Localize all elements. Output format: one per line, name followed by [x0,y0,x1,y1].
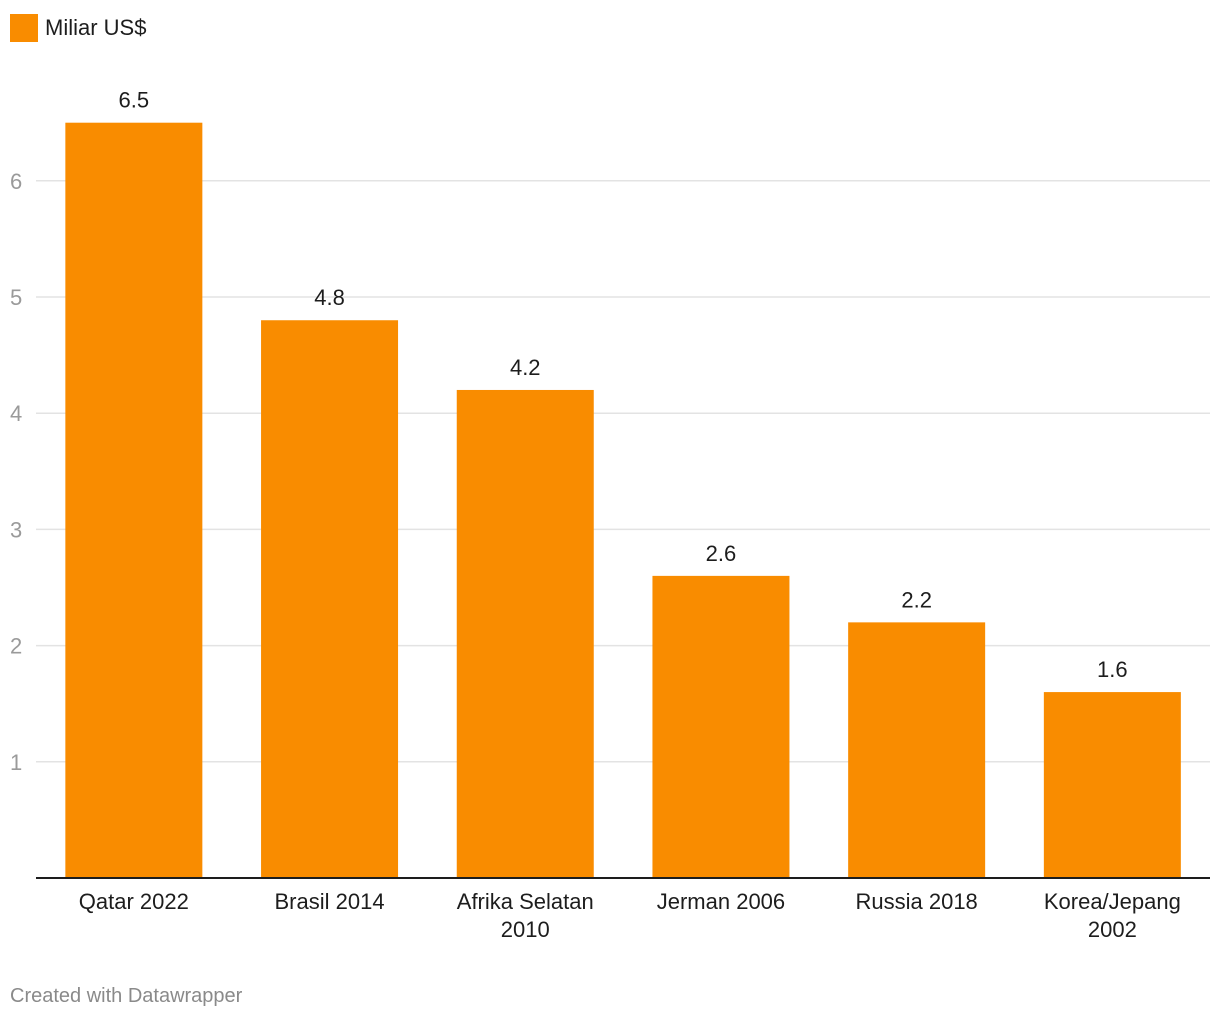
bar-value-label: 2.2 [901,587,932,612]
bar-value-label: 4.2 [510,355,541,380]
bar-value-label: 4.8 [314,285,345,310]
bar-value-label: 6.5 [119,88,150,113]
x-tick-label: Russia 2018 [855,889,977,914]
bar [848,622,986,878]
x-tick-label: Qatar 2022 [79,889,189,914]
y-tick-label: 2 [10,634,22,659]
bar [652,575,790,878]
bar-value-label: 1.6 [1097,657,1128,682]
legend-label: Miliar US$ [45,15,147,40]
x-tick-label: Brasil 2014 [275,889,385,914]
bar [456,389,594,878]
x-tick-label: Korea/Jepang [1044,889,1181,914]
x-tick-label: Jerman 2006 [657,889,785,914]
x-tick-label: 2002 [1088,917,1137,942]
bar [261,320,399,878]
bar [65,122,203,878]
legend-swatch [10,14,38,42]
credit-text: Created with Datawrapper [10,985,243,1007]
y-tick-label: 5 [10,285,22,310]
y-tick-label: 1 [10,750,22,775]
x-tick-label: Afrika Selatan [457,889,594,914]
legend: Miliar US$ [10,14,146,42]
y-tick-label: 6 [10,169,22,194]
bar [1043,692,1181,878]
y-tick-label: 3 [10,517,22,542]
bar-value-label: 2.6 [706,541,737,566]
x-tick-label: 2010 [501,917,550,942]
y-tick-label: 4 [10,401,22,426]
